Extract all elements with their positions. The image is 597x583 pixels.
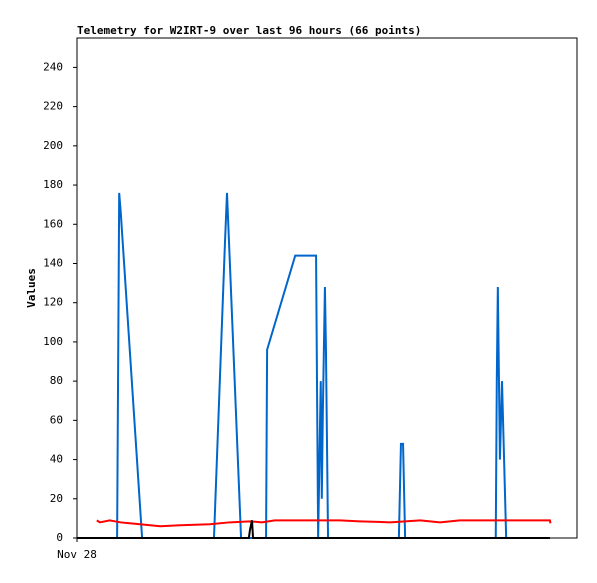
y-tick-label: 60 [50,413,63,426]
y-tick-label: 160 [43,217,63,230]
y-tick-label: 200 [43,139,63,152]
series-line [96,519,552,528]
series-line [116,192,508,539]
y-tick-label: 100 [43,335,63,348]
y-tick-label: 80 [50,374,63,387]
y-tick-label: 40 [50,453,63,466]
y-axis-label: Values [25,268,38,308]
y-tick-label: 180 [43,178,63,191]
x-tick-label: Nov 28 [57,548,97,561]
y-tick-label: 120 [43,296,63,309]
chart-title: Telemetry for W2IRT-9 over last 96 hours… [77,24,421,37]
y-tick-label: 220 [43,100,63,113]
y-tick-label: 0 [56,531,63,544]
y-tick-label: 140 [43,256,63,269]
y-tick-label: 20 [50,492,63,505]
y-tick-label: 240 [43,60,63,73]
series-line [77,520,550,539]
